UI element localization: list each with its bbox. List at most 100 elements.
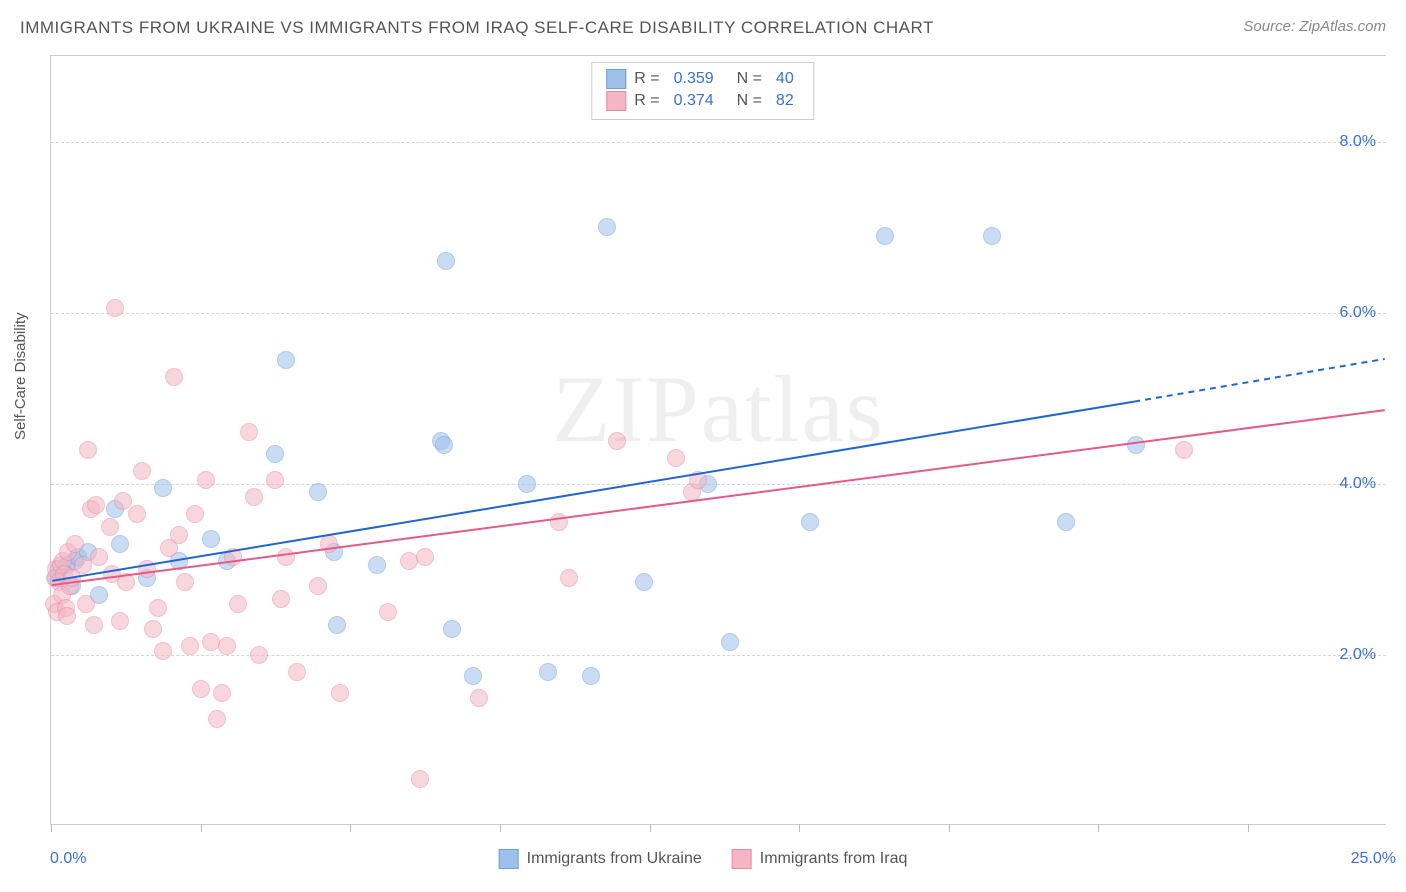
- data-point: [416, 548, 434, 566]
- data-point: [165, 368, 183, 386]
- legend-swatch: [606, 91, 626, 111]
- data-point: [186, 505, 204, 523]
- data-point: [240, 423, 258, 441]
- data-point: [266, 471, 284, 489]
- legend-series: Immigrants from Ukraine Immigrants from I…: [499, 849, 908, 869]
- x-tick: [201, 824, 202, 832]
- data-point: [331, 684, 349, 702]
- data-point: [277, 351, 295, 369]
- data-point: [224, 548, 242, 566]
- legend-series-item: Immigrants from Iraq: [732, 849, 908, 869]
- legend-series-item: Immigrants from Ukraine: [499, 849, 702, 869]
- data-point: [133, 462, 151, 480]
- data-point: [181, 637, 199, 655]
- data-point: [85, 616, 103, 634]
- data-point: [379, 603, 397, 621]
- legend-stats: R = 0.359 N = 40R = 0.374 N = 82: [591, 62, 814, 120]
- watermark: ZIPatlas: [552, 354, 885, 464]
- legend-n-value: 82: [776, 92, 794, 110]
- legend-r-label: R =: [634, 70, 659, 88]
- data-point: [309, 577, 327, 595]
- legend-n-label: N =: [728, 92, 762, 110]
- legend-series-name: Immigrants from Iraq: [760, 850, 908, 868]
- chart-title: IMMIGRANTS FROM UKRAINE VS IMMIGRANTS FR…: [20, 18, 934, 38]
- x-tick: [1098, 824, 1099, 832]
- data-point: [635, 573, 653, 591]
- data-point: [202, 530, 220, 548]
- data-point: [435, 436, 453, 454]
- legend-swatch: [499, 849, 519, 869]
- x-tick: [1248, 824, 1249, 832]
- data-point: [138, 560, 156, 578]
- data-point: [1057, 513, 1075, 531]
- data-point: [117, 573, 135, 591]
- data-point: [111, 612, 129, 630]
- data-point: [983, 227, 1001, 245]
- data-point: [74, 556, 92, 574]
- data-point: [443, 620, 461, 638]
- data-point: [1175, 441, 1193, 459]
- legend-r-value: 0.374: [674, 92, 714, 110]
- data-point: [192, 680, 210, 698]
- y-tick-label: 4.0%: [1340, 475, 1376, 493]
- data-point: [79, 441, 97, 459]
- data-point: [464, 667, 482, 685]
- y-tick-label: 8.0%: [1340, 133, 1376, 151]
- data-point: [154, 642, 172, 660]
- x-tick: [949, 824, 950, 832]
- data-point: [470, 689, 488, 707]
- legend-series-name: Immigrants from Ukraine: [527, 850, 702, 868]
- data-point: [58, 607, 76, 625]
- data-point: [368, 556, 386, 574]
- data-point: [518, 475, 536, 493]
- legend-r-value: 0.359: [674, 70, 714, 88]
- legend-r-label: R =: [634, 92, 659, 110]
- x-axis-max-label: 25.0%: [1351, 850, 1396, 868]
- data-point: [272, 590, 290, 608]
- plot-area: ZIPatlas 2.0% 4.0% 6.0% 8.0%: [50, 55, 1386, 825]
- data-point: [689, 471, 707, 489]
- data-point: [87, 496, 105, 514]
- data-point: [208, 710, 226, 728]
- y-tick-label: 6.0%: [1340, 304, 1376, 322]
- data-point: [550, 513, 568, 531]
- data-point: [721, 633, 739, 651]
- data-point: [213, 684, 231, 702]
- data-point: [250, 646, 268, 664]
- source-attribution: Source: ZipAtlas.com: [1243, 18, 1386, 35]
- data-point: [90, 548, 108, 566]
- data-point: [801, 513, 819, 531]
- legend-swatch: [606, 69, 626, 89]
- source-label: Source:: [1243, 18, 1295, 35]
- data-point: [539, 663, 557, 681]
- y-axis-label: Self-Care Disability: [12, 312, 29, 440]
- grid-line: [51, 313, 1386, 314]
- data-point: [608, 432, 626, 450]
- x-tick: [350, 824, 351, 832]
- data-point: [170, 526, 188, 544]
- y-tick-label: 2.0%: [1340, 646, 1376, 664]
- x-tick: [650, 824, 651, 832]
- data-point: [320, 535, 338, 553]
- data-point: [582, 667, 600, 685]
- data-point: [111, 535, 129, 553]
- data-point: [128, 505, 146, 523]
- data-point: [1127, 436, 1145, 454]
- data-point: [144, 620, 162, 638]
- data-point: [667, 449, 685, 467]
- x-axis-min-label: 0.0%: [50, 850, 86, 868]
- legend-stat-row: R = 0.359 N = 40: [606, 69, 799, 89]
- data-point: [328, 616, 346, 634]
- x-tick: [799, 824, 800, 832]
- x-tick: [51, 824, 52, 832]
- legend-n-label: N =: [728, 70, 762, 88]
- source-value: ZipAtlas.com: [1299, 18, 1386, 35]
- data-point: [77, 595, 95, 613]
- data-point: [288, 663, 306, 681]
- data-point: [101, 518, 119, 536]
- data-point: [598, 218, 616, 236]
- data-point: [277, 548, 295, 566]
- legend-stat-row: R = 0.374 N = 82: [606, 91, 799, 111]
- data-point: [245, 488, 263, 506]
- data-point: [560, 569, 578, 587]
